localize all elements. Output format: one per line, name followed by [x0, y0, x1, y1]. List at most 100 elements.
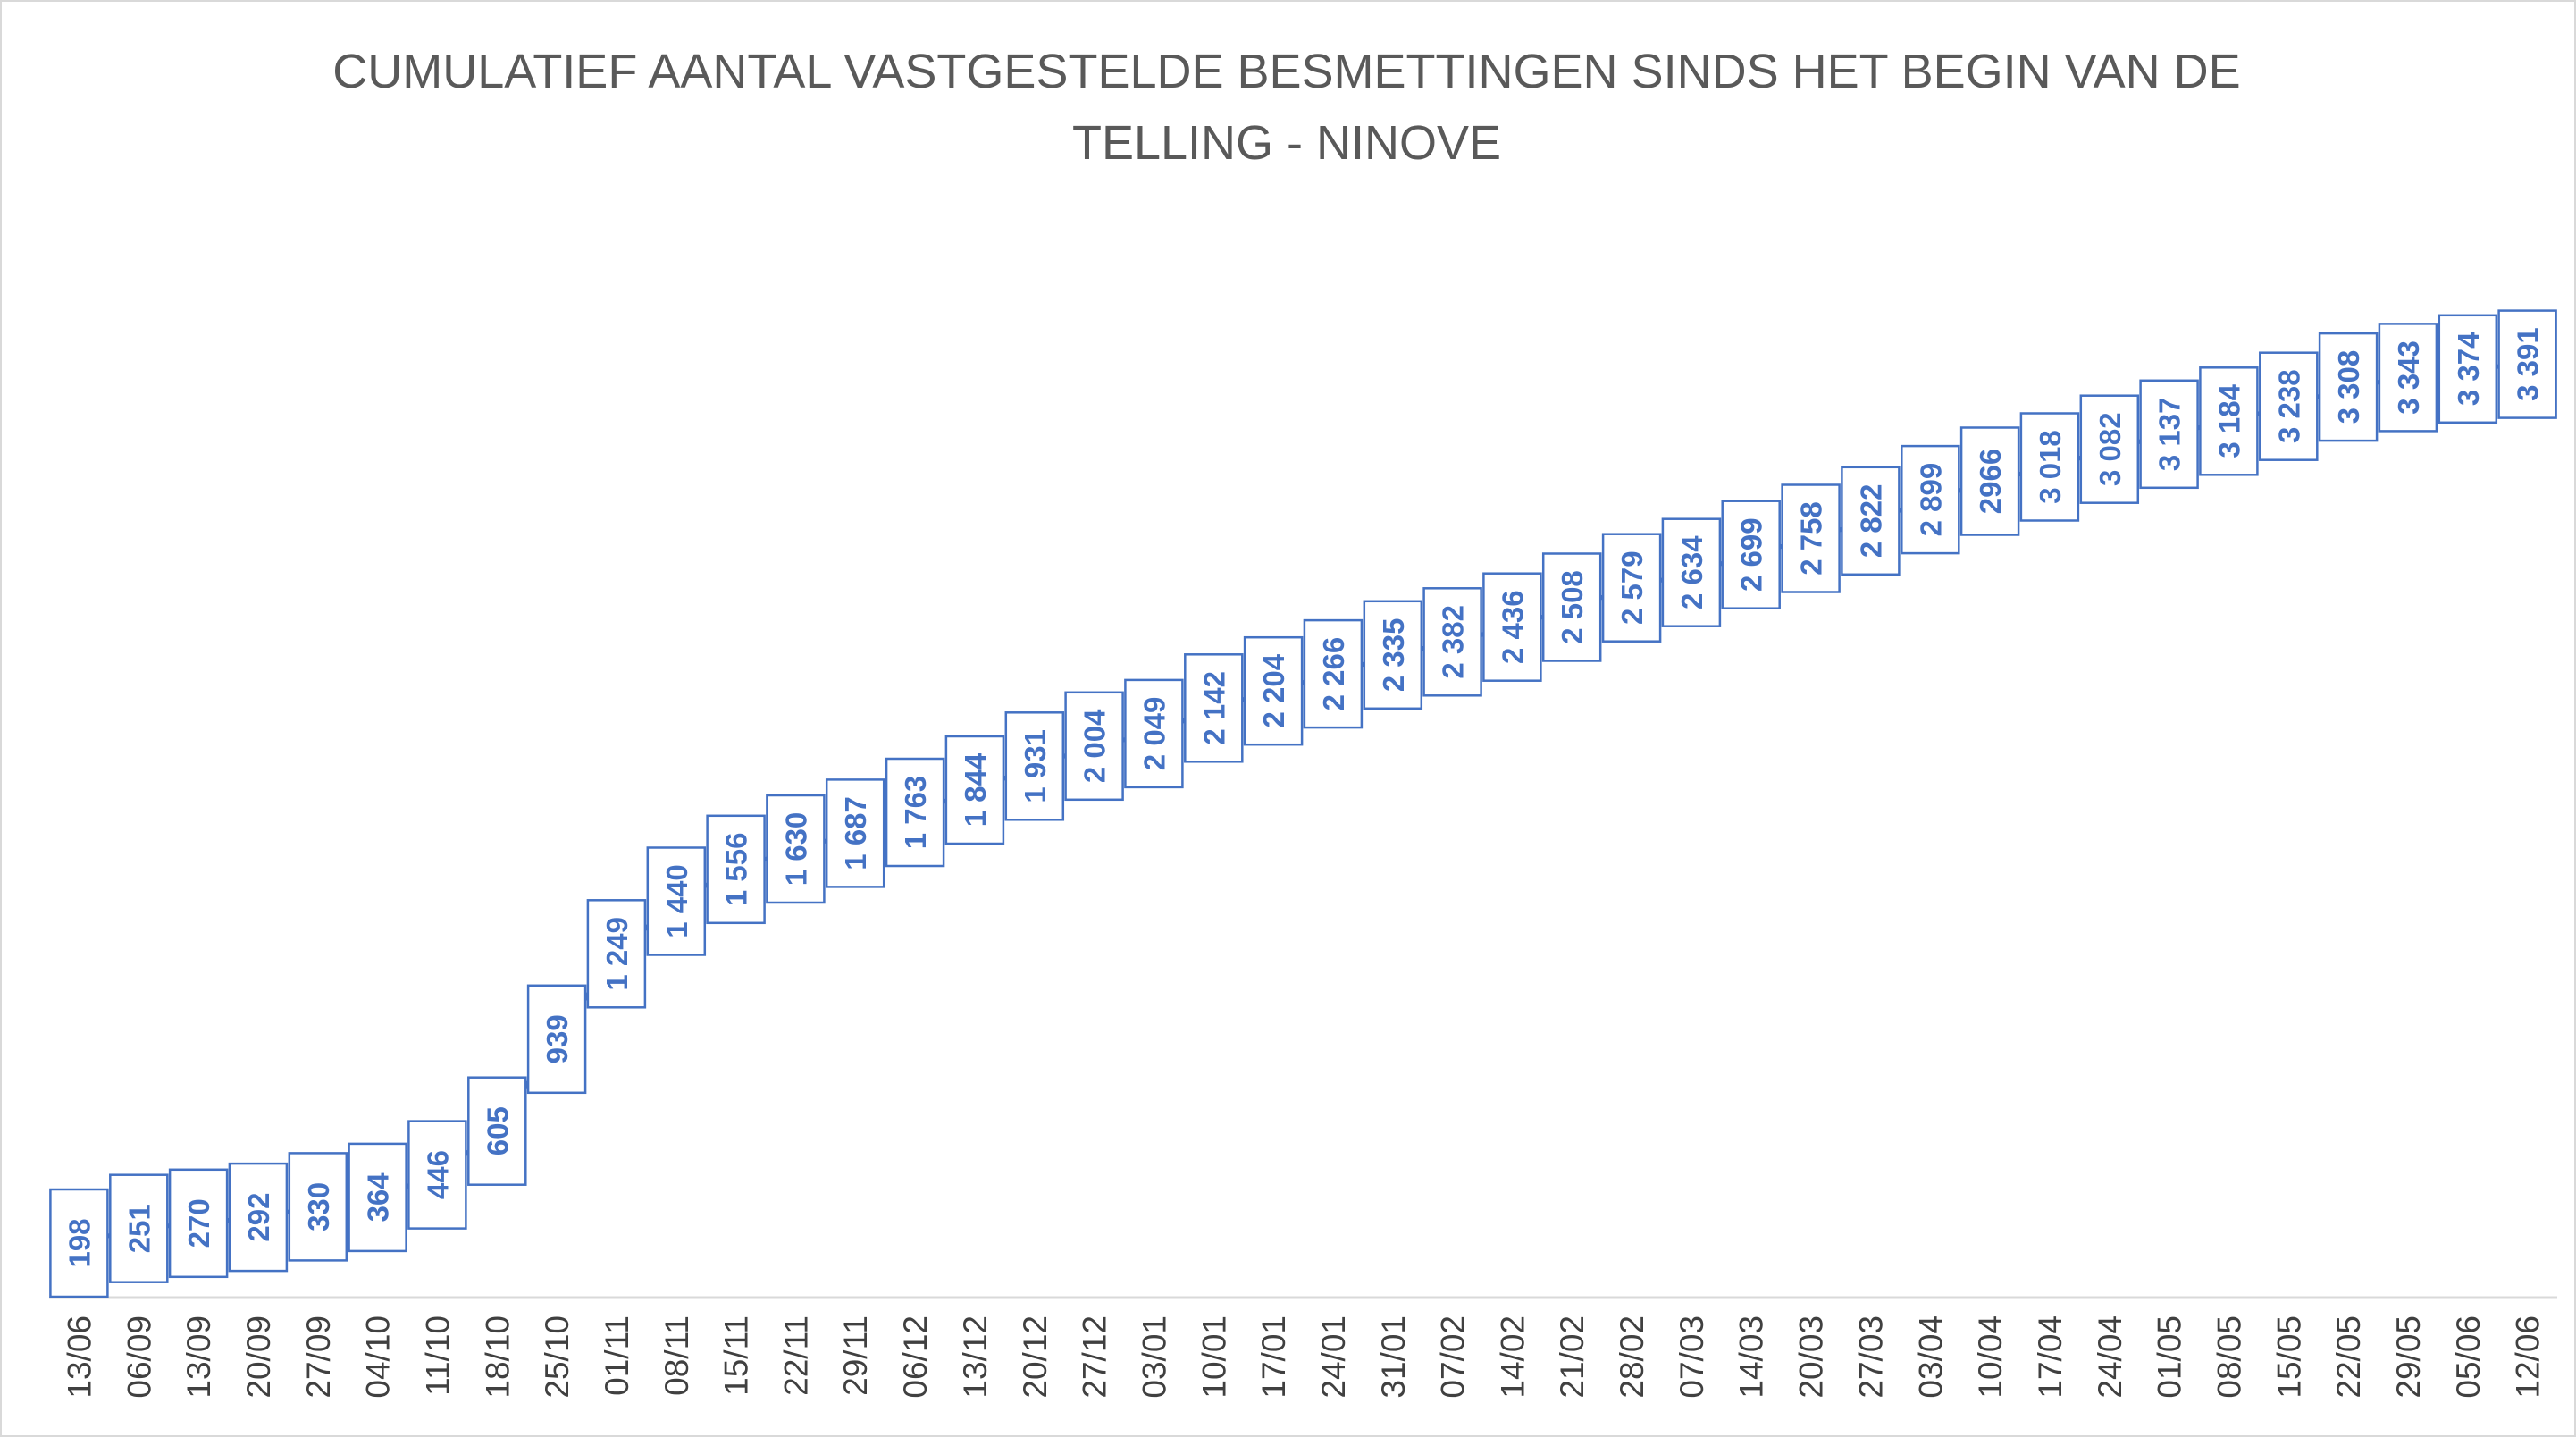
data-label: 2 634 — [1661, 517, 1722, 627]
data-label: 364 — [348, 1142, 407, 1253]
data-label: 2 204 — [1243, 635, 1304, 746]
data-label-value: 2 266 — [1317, 637, 1350, 711]
data-label-box — [2259, 351, 2319, 461]
x-tick-label: 06/09 — [121, 1315, 157, 1399]
x-tick-label: 03/04 — [1912, 1315, 1949, 1399]
data-label-value: 2966 — [1974, 449, 2007, 514]
data-label-box — [2438, 314, 2498, 424]
data-label-box — [1841, 466, 1901, 576]
data-label-value: 1 556 — [720, 833, 753, 907]
data-label: 2 822 — [1841, 466, 1901, 576]
data-label: 2 049 — [1124, 678, 1184, 789]
data-label-value: 2 142 — [1197, 671, 1230, 745]
data-label: 251 — [109, 1173, 169, 1283]
x-tick-label: 15/11 — [718, 1315, 755, 1396]
data-label-box — [1541, 552, 1602, 662]
data-label-box — [885, 757, 945, 868]
data-label-value: 1 440 — [660, 864, 693, 938]
x-tick-label: 29/11 — [837, 1315, 874, 1396]
x-tick-label: 18/10 — [479, 1315, 516, 1399]
data-label: 3 018 — [2019, 412, 2080, 522]
data-label-box — [1901, 444, 1960, 555]
x-tick-label: 15/05 — [2270, 1315, 2307, 1399]
data-label-value: 3 184 — [2212, 383, 2245, 458]
data-label-box — [1721, 500, 1781, 609]
x-tick-label: 10/04 — [1972, 1315, 2009, 1399]
x-tick-label: 13/09 — [180, 1315, 217, 1399]
x-tick-label: 07/03 — [1674, 1315, 1710, 1399]
data-label-value: 251 — [122, 1204, 155, 1253]
data-label-value: 292 — [242, 1193, 275, 1242]
data-label-box — [168, 1168, 229, 1279]
data-label-box — [467, 1076, 527, 1186]
x-tick-label: 11/10 — [419, 1315, 456, 1396]
data-label: 3 137 — [2139, 379, 2199, 490]
data-label-box — [348, 1142, 407, 1253]
data-label: 1 556 — [706, 814, 766, 925]
x-tick-label: 31/01 — [1375, 1315, 1412, 1399]
data-label-value: 2 204 — [1257, 653, 1290, 727]
x-tick-label: 29/05 — [2390, 1315, 2427, 1399]
x-tick-label: 01/11 — [599, 1315, 635, 1396]
data-label-value: 364 — [362, 1172, 395, 1223]
data-label-box — [49, 1188, 109, 1298]
data-label-box — [2497, 309, 2557, 419]
x-tick-label: 24/04 — [2092, 1315, 2128, 1399]
data-label-box — [1482, 572, 1542, 682]
data-label: 3 308 — [2318, 332, 2379, 442]
x-tick-label: 22/05 — [2330, 1315, 2367, 1399]
x-tick-label: 17/01 — [1255, 1315, 1292, 1399]
x-tick-label: 01/05 — [2152, 1315, 2188, 1399]
data-label: 330 — [288, 1152, 348, 1262]
x-tick-label: 27/09 — [300, 1315, 337, 1399]
data-label: 2 699 — [1721, 500, 1781, 609]
x-tick-label: 22/11 — [777, 1315, 814, 1396]
x-tick-label: 20/03 — [1793, 1315, 1830, 1399]
data-label-box — [944, 735, 1005, 845]
data-label-value: 2 899 — [1914, 463, 1947, 537]
x-tick-label: 14/02 — [1494, 1315, 1531, 1399]
data-label-box — [407, 1120, 467, 1230]
data-label-box — [766, 794, 826, 904]
data-label: 3 184 — [2199, 366, 2259, 476]
data-label-box — [586, 899, 647, 1009]
data-label: 2 508 — [1541, 552, 1602, 662]
data-label: 292 — [228, 1162, 289, 1273]
data-label-value: 2 508 — [1556, 570, 1589, 644]
data-label-value: 3 374 — [2452, 332, 2485, 406]
data-label-value: 3 391 — [2512, 327, 2545, 401]
data-label-value: 3 137 — [2153, 398, 2186, 472]
data-label-value: 2 579 — [1615, 550, 1649, 625]
data-label-value: 446 — [421, 1150, 454, 1199]
data-label-value: 3 343 — [2392, 340, 2425, 415]
chart-title-line-2: TELLING - NINOVE — [1072, 116, 1501, 170]
x-tick-label: 17/04 — [2032, 1315, 2068, 1399]
data-label-value: 1 763 — [899, 776, 932, 850]
data-label-box — [1959, 426, 2020, 536]
x-tick-label: 14/03 — [1733, 1315, 1770, 1399]
data-label-box — [1363, 600, 1423, 710]
data-label: 1 440 — [646, 846, 707, 956]
x-tick-label: 08/11 — [659, 1315, 695, 1396]
data-label-box — [1243, 635, 1304, 746]
data-label-value: 1 687 — [839, 796, 872, 870]
x-tick-label: 21/02 — [1554, 1315, 1590, 1399]
data-label: 3 374 — [2438, 314, 2498, 424]
data-label-value: 3 238 — [2272, 369, 2305, 443]
data-label-box — [2019, 412, 2080, 522]
data-label-box — [1064, 691, 1124, 802]
data-label-value: 330 — [302, 1182, 335, 1231]
data-label-box — [1303, 618, 1364, 729]
x-tick-label: 24/01 — [1315, 1315, 1352, 1399]
data-label: 446 — [407, 1120, 467, 1230]
data-label: 1 630 — [766, 794, 826, 904]
data-label: 2 335 — [1363, 600, 1423, 710]
data-label-value: 1 844 — [959, 752, 992, 827]
data-label: 3 238 — [2259, 351, 2319, 461]
data-label-value: 3 018 — [2034, 430, 2067, 504]
x-tick-label: 08/05 — [2211, 1315, 2247, 1399]
data-label: 270 — [168, 1168, 229, 1279]
data-label-value: 198 — [63, 1218, 96, 1267]
data-label-box — [228, 1162, 289, 1273]
